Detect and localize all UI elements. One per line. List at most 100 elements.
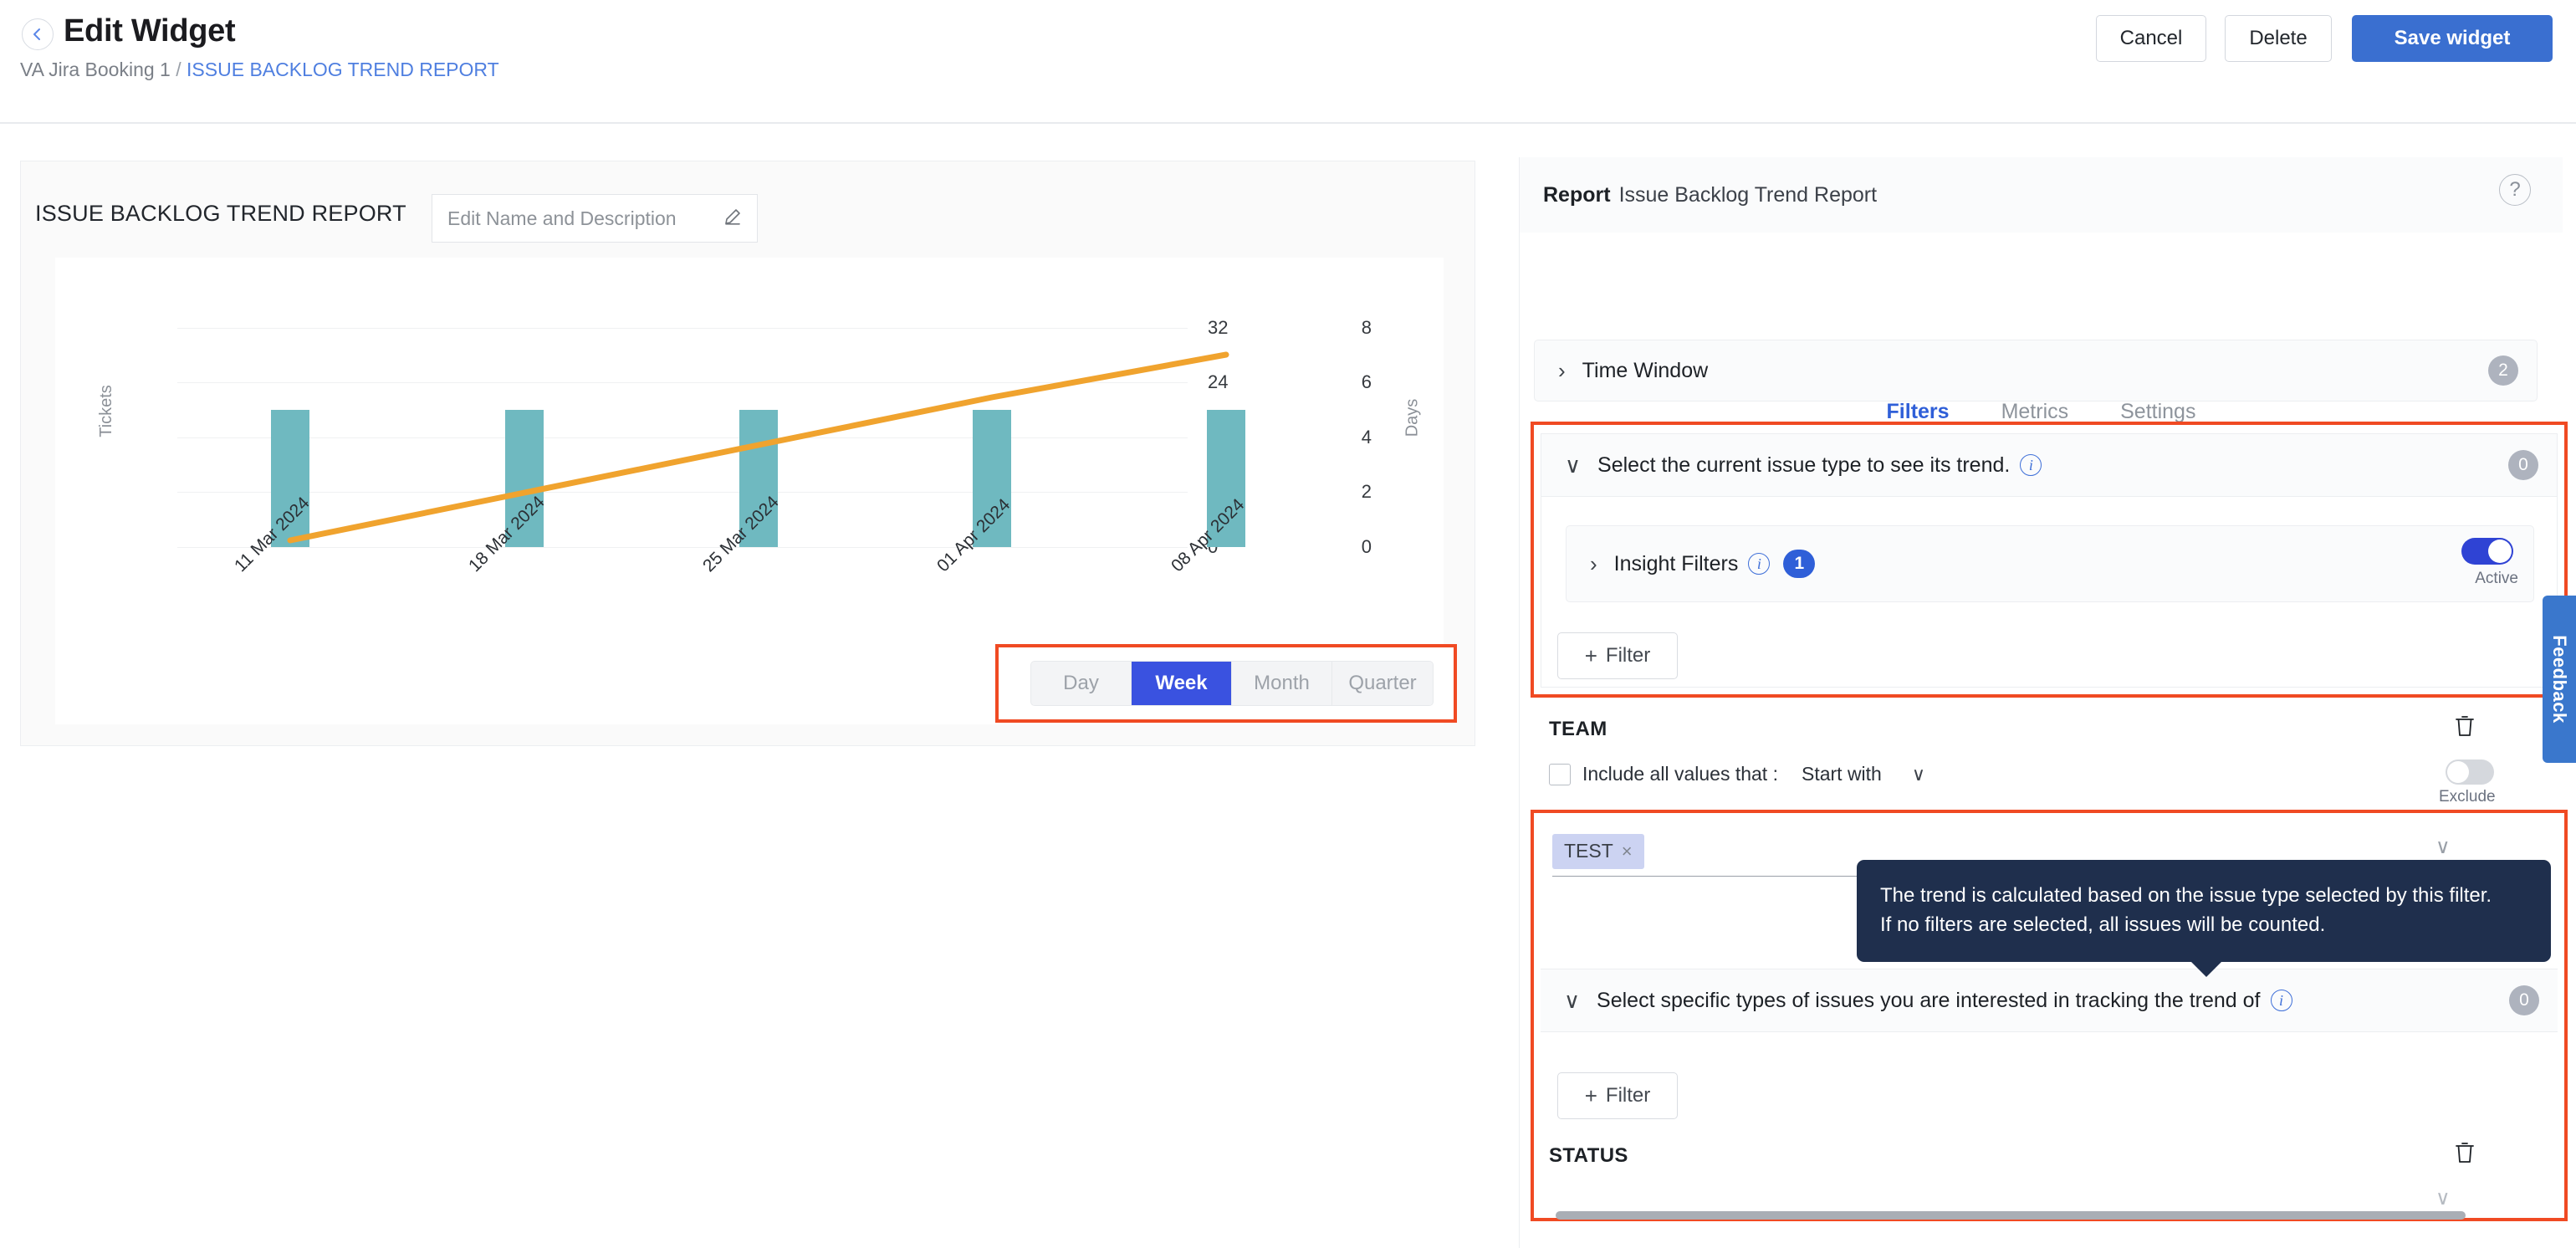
trend-line: [287, 351, 1229, 544]
bar-08-apr-2024: [1207, 410, 1245, 547]
breadcrumb-root[interactable]: VA Jira Booking 1: [20, 59, 171, 80]
granularity-month[interactable]: Month: [1232, 662, 1332, 705]
section-issue-type-trend[interactable]: ∨ Select the current issue type to see i…: [1541, 433, 2558, 497]
gridline: [177, 547, 1188, 548]
report-label: Report: [1543, 182, 1611, 207]
chevron-right-icon: ›: [1590, 551, 1597, 576]
add-filter-label: Filter: [1605, 1084, 1651, 1107]
tooltip-line-1: The trend is calculated based on the iss…: [1880, 884, 2492, 907]
include-all-values-label: Include all values that :: [1582, 763, 1778, 785]
y-tick-left: 4: [1361, 427, 1372, 448]
chevron-down-icon: ∨: [1564, 988, 1581, 1013]
team-values-highlight-box: [1531, 810, 2568, 1221]
gridline: [177, 382, 1188, 383]
granularity-toggle-group[interactable]: Day Week Month Quarter: [1030, 661, 1434, 706]
issue-type-highlight-box: [1531, 422, 2568, 698]
insight-filters-row[interactable]: › Insight Filters i 1 Active: [1566, 525, 2534, 602]
add-filter-button-1[interactable]: + Filter: [1557, 632, 1678, 679]
insight-filters-toggle-label: Active: [2475, 570, 2518, 587]
breadcrumb-separator: /: [176, 59, 181, 80]
edit-name-and-description-button[interactable]: Edit Name and Description: [432, 194, 758, 243]
save-widget-button[interactable]: Save widget: [2352, 15, 2553, 62]
gridline: [177, 328, 1188, 329]
add-filter-label: Filter: [1605, 644, 1651, 667]
bar-01-apr-2024: [973, 410, 1011, 547]
specific-types-count: 0: [2509, 985, 2539, 1015]
report-header: Report Issue Backlog Trend Report ?: [1520, 157, 2563, 233]
y-tick-right: 24: [1208, 371, 1229, 392]
cancel-button[interactable]: Cancel: [2096, 15, 2206, 62]
include-all-values-row[interactable]: Include all values that : Start with ∨: [1549, 763, 1925, 785]
bar-11-mar-2024: [271, 410, 309, 547]
y-tick-right: 32: [1208, 317, 1229, 338]
tab-settings[interactable]: Settings: [2120, 400, 2196, 423]
tab-metrics[interactable]: Metrics: [2001, 400, 2069, 423]
team-section-label: TEAM: [1549, 718, 1607, 740]
insight-filters-label: Insight Filters: [1613, 551, 1739, 575]
chevron-down-icon: ∨: [1565, 453, 1582, 478]
edit-name-label: Edit Name and Description: [447, 207, 677, 229]
feedback-tab[interactable]: Feedback: [2543, 596, 2576, 763]
widget-title: ISSUE BACKLOG TREND REPORT: [35, 201, 406, 226]
issue-type-label: Select the current issue type to see its…: [1597, 453, 2011, 477]
granularity-day[interactable]: Day: [1031, 662, 1132, 705]
chevron-down-icon[interactable]: ∨: [2435, 836, 2451, 858]
chevron-right-icon: ›: [1558, 358, 1566, 383]
y-tick-left: 2: [1361, 481, 1372, 502]
chevron-down-icon[interactable]: ∨: [1911, 763, 1925, 785]
bar-18-mar-2024: [505, 410, 544, 547]
value-chip-test[interactable]: TEST ×: [1552, 833, 1644, 869]
toggle-knob: [2488, 540, 2512, 563]
trash-icon[interactable]: [2454, 1141, 2476, 1169]
value-chip-label: TEST: [1564, 840, 1613, 862]
info-icon[interactable]: i: [2270, 990, 2292, 1011]
question-mark-icon[interactable]: ?: [2499, 174, 2531, 206]
insight-filters-badge: 1: [1783, 550, 1816, 578]
time-window-label: Time Window: [1582, 358, 1709, 382]
close-icon[interactable]: ×: [1621, 840, 1633, 862]
status-section-label: STATUS: [1549, 1144, 1628, 1167]
info-icon[interactable]: i: [1748, 553, 1771, 575]
chevron-down-icon[interactable]: ∨: [2435, 1187, 2451, 1210]
gridline: [177, 437, 1188, 438]
horizontal-scrollbar[interactable]: [1556, 1211, 2466, 1220]
y-tick-left: 6: [1361, 371, 1372, 392]
pencil-icon: [723, 207, 742, 230]
granularity-quarter[interactable]: Quarter: [1332, 662, 1433, 705]
trash-icon[interactable]: [2454, 714, 2476, 742]
specific-types-label: Select specific types of issues you are …: [1597, 988, 2261, 1012]
plus-icon: +: [1584, 642, 1597, 668]
page-title: Edit Widget: [64, 13, 236, 49]
plus-icon: +: [1584, 1082, 1597, 1108]
include-match-mode-value[interactable]: Start with: [1801, 763, 1882, 785]
breadcrumb: VA Jira Booking 1 / ISSUE BACKLOG TREND …: [20, 59, 499, 81]
section-time-window[interactable]: › Time Window 2: [1534, 340, 2538, 402]
breadcrumb-current[interactable]: ISSUE BACKLOG TREND REPORT: [187, 59, 499, 80]
info-icon[interactable]: i: [2020, 454, 2042, 476]
insight-filters-active-toggle[interactable]: [2461, 538, 2513, 565]
exclude-toggle[interactable]: [2446, 760, 2494, 785]
toggle-knob: [2447, 761, 2469, 783]
y-tick-left: 0: [1361, 536, 1372, 557]
config-tabs[interactable]: Filters Metrics Settings: [1520, 400, 2563, 437]
back-button[interactable]: [22, 18, 54, 50]
filter-tooltip: The trend is calculated based on the iss…: [1857, 860, 2551, 977]
y-tick-left: 8: [1361, 317, 1372, 338]
team-values-input[interactable]: TEST ×: [1552, 826, 2527, 877]
gridline: [177, 492, 1188, 493]
top-header-bar: Edit Widget VA Jira Booking 1 / ISSUE BA…: [0, 0, 2576, 124]
report-name: Issue Backlog Trend Report: [1618, 182, 1878, 207]
delete-button[interactable]: Delete: [2225, 15, 2332, 62]
report-config-panel: Report Issue Backlog Trend Report ? Filt…: [1519, 157, 2563, 1248]
tooltip-line-2: If no filters are selected, all issues w…: [1880, 913, 2326, 936]
issue-type-count: 0: [2508, 450, 2538, 480]
chart-y-axis-label: Tickets: [96, 385, 115, 437]
add-filter-button-2[interactable]: + Filter: [1557, 1072, 1678, 1119]
granularity-week[interactable]: Week: [1132, 662, 1232, 705]
arrow-left-icon: [29, 26, 46, 43]
exclude-toggle-label: Exclude: [2439, 788, 2496, 806]
include-all-values-checkbox[interactable]: [1549, 763, 1571, 785]
chart-plot-area: [177, 328, 1245, 548]
chart-y2-axis-label: Days: [1403, 398, 1422, 437]
section-specific-issue-types[interactable]: ∨ Select specific types of issues you ar…: [1541, 969, 2558, 1032]
